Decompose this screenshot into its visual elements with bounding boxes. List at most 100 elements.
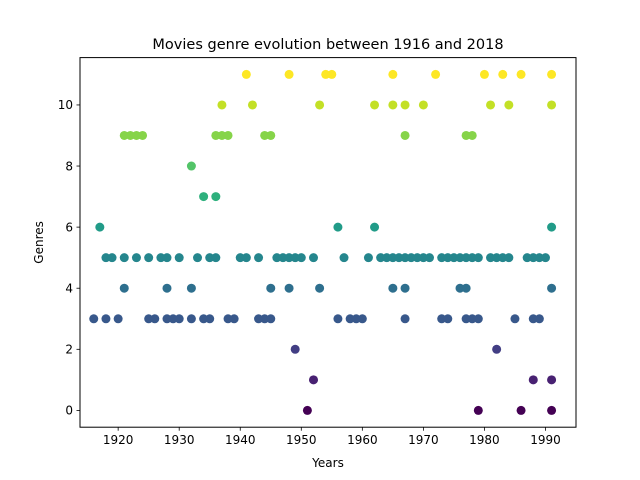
data-point	[363, 253, 373, 263]
data-point	[309, 253, 319, 263]
data-point	[528, 375, 538, 385]
data-point	[315, 100, 325, 110]
data-point	[150, 314, 160, 324]
data-point	[473, 314, 483, 324]
data-point	[431, 69, 441, 79]
data-point	[547, 283, 557, 293]
data-point	[241, 69, 251, 79]
data-point	[504, 253, 514, 263]
data-point	[315, 283, 325, 293]
x-tick-label: 1920	[103, 433, 134, 447]
data-point	[107, 253, 117, 263]
data-point	[357, 314, 367, 324]
data-point	[162, 283, 172, 293]
x-axis: 1920 1930 1940 1950 1960 1970 1980 1990	[103, 427, 561, 447]
x-tick-label: 1950	[286, 433, 317, 447]
data-point	[492, 344, 502, 354]
y-tick-label: 2	[65, 343, 73, 357]
data-point	[473, 405, 483, 415]
y-axis: 0 2 4 6 8 10	[58, 98, 80, 418]
data-point	[370, 100, 380, 110]
data-point	[516, 69, 526, 79]
data-point	[186, 314, 196, 324]
data-point	[193, 253, 203, 263]
y-tick-label: 0	[65, 404, 73, 418]
data-point	[388, 283, 398, 293]
data-point	[119, 253, 129, 263]
y-axis-label: Genres	[32, 221, 46, 264]
data-point	[309, 375, 319, 385]
data-point	[333, 222, 343, 232]
data-point	[461, 283, 471, 293]
data-point	[266, 314, 276, 324]
y-tick-label: 8	[65, 159, 73, 173]
data-point	[498, 69, 508, 79]
points-layer	[89, 69, 557, 415]
data-point	[95, 222, 105, 232]
data-point	[186, 161, 196, 171]
x-tick-label: 1980	[469, 433, 500, 447]
data-point	[254, 253, 264, 263]
plot-frame	[79, 57, 577, 428]
data-point	[266, 130, 276, 140]
data-point	[211, 192, 221, 202]
y-tick-label: 6	[65, 220, 73, 234]
data-point	[388, 69, 398, 79]
data-point	[339, 253, 349, 263]
x-tick-label: 1960	[347, 433, 378, 447]
data-point	[327, 69, 337, 79]
x-tick-label: 1990	[530, 433, 561, 447]
data-point	[467, 130, 477, 140]
data-point	[162, 253, 172, 263]
data-point	[138, 130, 148, 140]
data-point	[247, 100, 257, 110]
x-tick-label: 1970	[408, 433, 439, 447]
data-point	[266, 283, 276, 293]
data-point	[443, 314, 453, 324]
x-tick-label: 1930	[164, 433, 195, 447]
data-point	[131, 253, 141, 263]
y-tick-label: 10	[58, 98, 73, 112]
data-point	[418, 100, 428, 110]
data-point	[370, 222, 380, 232]
data-point	[479, 69, 489, 79]
data-point	[424, 253, 434, 263]
data-point	[119, 283, 129, 293]
data-point	[534, 314, 544, 324]
data-point	[284, 283, 294, 293]
data-point	[547, 100, 557, 110]
data-point	[547, 222, 557, 232]
data-point	[217, 100, 227, 110]
data-point	[211, 253, 221, 263]
x-tick-label: 1940	[225, 433, 256, 447]
data-point	[547, 405, 557, 415]
data-point	[205, 314, 215, 324]
chart-title: Movies genre evolution between 1916 and …	[152, 37, 503, 53]
y-tick-label: 4	[65, 282, 73, 296]
data-point	[510, 314, 520, 324]
data-point	[547, 69, 557, 79]
data-point	[174, 314, 184, 324]
data-point	[113, 314, 123, 324]
data-point	[504, 100, 514, 110]
data-point	[290, 344, 300, 354]
data-point	[400, 283, 410, 293]
data-point	[400, 100, 410, 110]
data-point	[540, 253, 550, 263]
data-point	[400, 314, 410, 324]
data-point	[144, 253, 154, 263]
data-point	[223, 130, 233, 140]
data-point	[284, 69, 294, 79]
data-point	[388, 100, 398, 110]
data-point	[333, 314, 343, 324]
data-point	[89, 314, 99, 324]
data-point	[547, 375, 557, 385]
data-point	[241, 253, 251, 263]
data-point	[101, 314, 111, 324]
data-point	[296, 253, 306, 263]
data-point	[186, 283, 196, 293]
data-point	[516, 405, 526, 415]
data-point	[302, 405, 312, 415]
